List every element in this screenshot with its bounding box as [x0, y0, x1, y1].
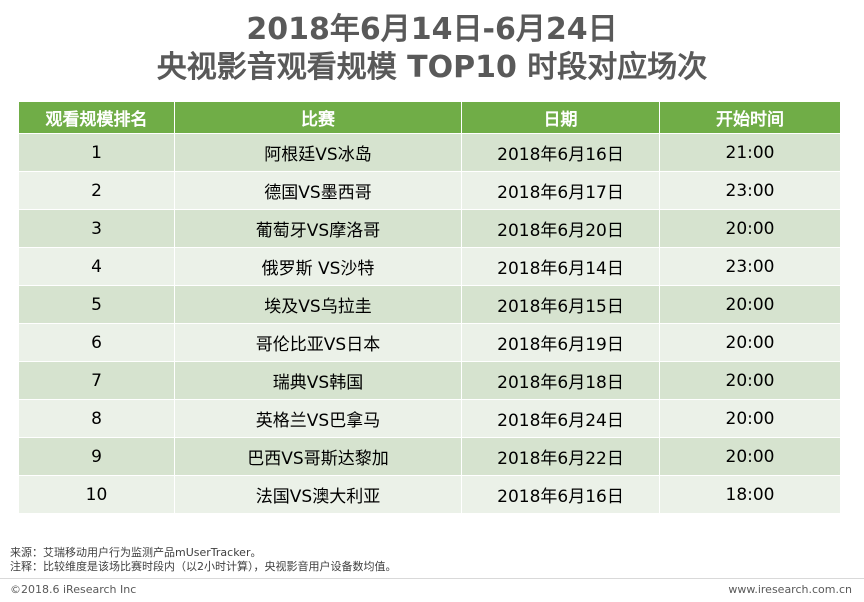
column-header-date: 日期 [461, 101, 660, 134]
match-cell: 哥伦比亚VS日本 [174, 323, 462, 362]
ranking-table: 观看规模排名 比赛 日期 开始时间 1 阿根廷VS冰岛 2018年6月16日 21:0… [18, 101, 841, 514]
start-time-cell: 20:00 [659, 285, 841, 324]
start-time-cell: 18:00 [659, 475, 841, 514]
match-cell: 德国VS墨西哥 [174, 171, 462, 210]
table-body: 1 阿根廷VS冰岛 2018年6月16日 21:00 2 德国VS墨西哥 2018年6月17… [18, 133, 841, 514]
rank-cell: 6 [18, 323, 175, 362]
match-cell: 埃及VS乌拉圭 [174, 285, 462, 324]
start-time-cell: 23:00 [659, 171, 841, 210]
start-time-cell: 20:00 [659, 437, 841, 476]
table-row: 2 德国VS墨西哥 2018年6月17日 23:00 [18, 171, 841, 210]
start-time-cell: 20:00 [659, 361, 841, 400]
start-time-cell: 23:00 [659, 247, 841, 286]
rank-cell: 8 [18, 399, 175, 438]
table-header-row: 观看规模排名 比赛 日期 开始时间 [18, 101, 841, 134]
copyright-text: ©2018.6 iResearch Inc [10, 583, 137, 596]
match-cell: 英格兰VS巴拿马 [174, 399, 462, 438]
chart-title-line1: 2018年6月14日-6月24日 [246, 12, 618, 47]
rank-cell: 9 [18, 437, 175, 476]
start-time-cell: 20:00 [659, 323, 841, 362]
date-cell: 2018年6月19日 [461, 323, 660, 362]
match-cell: 巴西VS哥斯达黎加 [174, 437, 462, 476]
start-time-cell: 20:00 [659, 209, 841, 248]
table-row: 5 埃及VS乌拉圭 2018年6月15日 20:00 [18, 285, 841, 324]
footer-divider [0, 578, 864, 579]
rank-cell: 7 [18, 361, 175, 400]
website-text: www.iresearch.com.cn [728, 583, 852, 596]
start-time-cell: 21:00 [659, 133, 841, 172]
rank-cell: 2 [18, 171, 175, 210]
column-header-rank: 观看规模排名 [18, 101, 175, 134]
match-cell: 俄罗斯 VS沙特 [174, 247, 462, 286]
table-row: 7 瑞典VS韩国 2018年6月18日 20:00 [18, 361, 841, 400]
comment-note: 注释：比较维度是该场比赛时段内（以2小时计算），央视影音用户设备数均值。 [10, 560, 397, 573]
column-header-start-time: 开始时间 [659, 101, 841, 134]
source-note: 来源：艾瑞移动用户行为监测产品mUserTracker。 [10, 546, 262, 559]
date-cell: 2018年6月17日 [461, 171, 660, 210]
notes-block: 来源：艾瑞移动用户行为监测产品mUserTracker。 注释：比较维度是该场比… [10, 546, 397, 574]
rank-cell: 5 [18, 285, 175, 324]
date-cell: 2018年6月24日 [461, 399, 660, 438]
table-row: 9 巴西VS哥斯达黎加 2018年6月22日 20:00 [18, 437, 841, 476]
table-row: 1 阿根廷VS冰岛 2018年6月16日 21:00 [18, 133, 841, 172]
date-cell: 2018年6月22日 [461, 437, 660, 476]
table-row: 3 葡萄牙VS摩洛哥 2018年6月20日 20:00 [18, 209, 841, 248]
column-header-match: 比赛 [174, 101, 462, 134]
date-cell: 2018年6月20日 [461, 209, 660, 248]
rank-cell: 4 [18, 247, 175, 286]
date-cell: 2018年6月16日 [461, 475, 660, 514]
match-cell: 葡萄牙VS摩洛哥 [174, 209, 462, 248]
date-cell: 2018年6月15日 [461, 285, 660, 324]
start-time-cell: 20:00 [659, 399, 841, 438]
chart-title-line2: 央视影音观看规模 TOP10 时段对应场次 [156, 50, 708, 85]
date-cell: 2018年6月14日 [461, 247, 660, 286]
rank-cell: 3 [18, 209, 175, 248]
rank-cell: 10 [18, 475, 175, 514]
table-row: 4 俄罗斯 VS沙特 2018年6月14日 23:00 [18, 247, 841, 286]
rank-cell: 1 [18, 133, 175, 172]
match-cell: 法国VS澳大利亚 [174, 475, 462, 514]
table-row: 10 法国VS澳大利亚 2018年6月16日 18:00 [18, 475, 841, 514]
table-row: 6 哥伦比亚VS日本 2018年6月19日 20:00 [18, 323, 841, 362]
date-cell: 2018年6月18日 [461, 361, 660, 400]
match-cell: 阿根廷VS冰岛 [174, 133, 462, 172]
table-row: 8 英格兰VS巴拿马 2018年6月24日 20:00 [18, 399, 841, 438]
date-cell: 2018年6月16日 [461, 133, 660, 172]
match-cell: 瑞典VS韩国 [174, 361, 462, 400]
